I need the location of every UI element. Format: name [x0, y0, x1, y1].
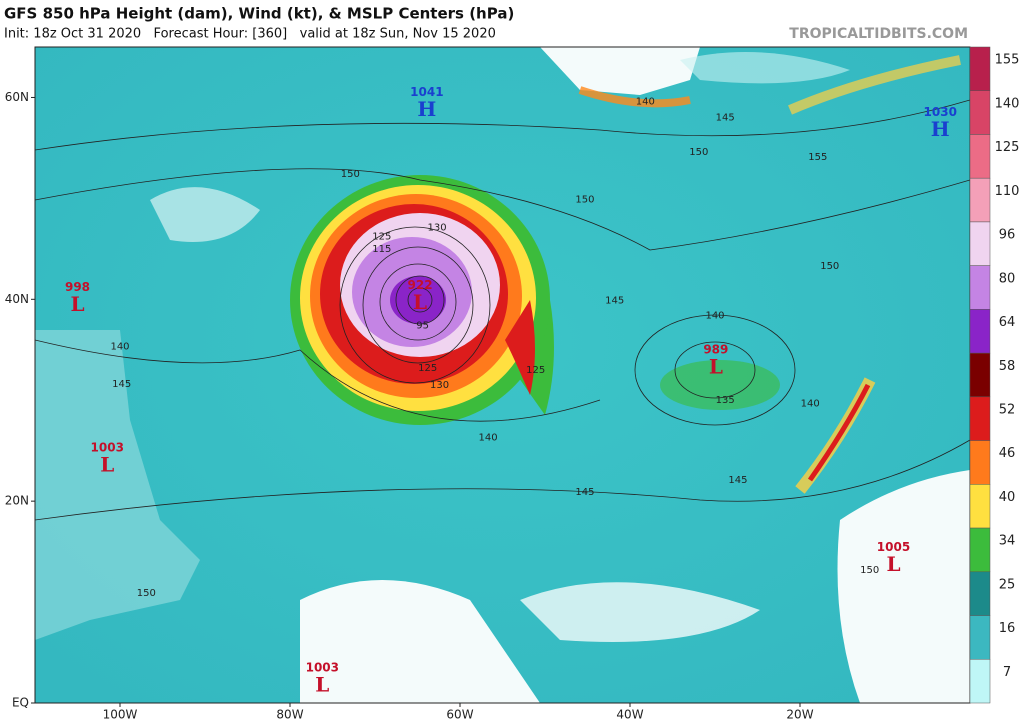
lat-label: 60N [5, 90, 29, 104]
colorbar-cell [969, 134, 991, 179]
center-letter: L [886, 552, 900, 576]
center-letter: L [100, 452, 114, 476]
colorbar-cell [969, 659, 991, 704]
center-letter: H [417, 97, 436, 121]
colorbar-label: 64 [999, 315, 1016, 330]
center-pressure: 1003 [91, 440, 124, 454]
colorbar-label: 7 [1003, 665, 1011, 680]
contour-label: 145 [716, 113, 735, 124]
colorbar-cell [969, 46, 991, 91]
lon-label: 40W [616, 708, 643, 722]
colorbar-label: 34 [999, 534, 1016, 549]
contour-label: 115 [372, 244, 391, 255]
colorbar-label: 52 [999, 402, 1016, 417]
colorbar-label: 58 [999, 359, 1016, 374]
contour-label: 140 [110, 342, 129, 353]
lon-label: 60W [446, 708, 473, 722]
center-letter: H [931, 117, 950, 141]
lon-label: 100W [103, 708, 138, 722]
contour-label: 150 [575, 194, 594, 205]
contour-label: 155 [808, 152, 827, 163]
contour-label: 145 [575, 487, 594, 498]
center-pressure: 1003 [306, 660, 339, 674]
contour-label: 150 [820, 261, 839, 272]
contour-label: 130 [428, 223, 447, 234]
center-pressure: 1030 [924, 105, 957, 119]
center-pressure: 989 [703, 342, 728, 356]
contour-label: 130 [430, 380, 449, 391]
contour-label: 125 [526, 365, 545, 376]
contour-label: 125 [418, 363, 437, 374]
contour-label: 145 [112, 379, 131, 390]
colorbar-cell [969, 265, 991, 310]
contour-label: 150 [341, 169, 360, 180]
colorbar-cell [969, 352, 991, 398]
colorbar-label: 155 [995, 53, 1020, 68]
colorbar-cell [969, 221, 991, 266]
site-name: TROPICALTIDBITS.COM [789, 26, 968, 42]
contour-label: 150 [137, 588, 156, 599]
colorbar-cell [969, 527, 991, 573]
colorbar-cell [969, 309, 991, 354]
colorbar-cell [969, 177, 991, 223]
contour-label: 140 [705, 310, 724, 321]
center-pressure: 998 [65, 280, 90, 294]
colorbar-label: 46 [999, 446, 1016, 461]
contour-label: 135 [716, 395, 735, 406]
contour-label: 145 [605, 295, 624, 306]
lon-label: 20W [786, 708, 813, 722]
contour-label: 145 [728, 475, 747, 486]
lat-label: 40N [5, 292, 29, 306]
contour-label: 150 [860, 565, 879, 576]
map-field [35, 47, 970, 703]
center-letter: L [709, 354, 723, 378]
subtitle: Init: 18z Oct 31 2020 Forecast Hour: [36… [4, 27, 496, 42]
title: GFS 850 hPa Height (dam), Wind (kt), & M… [4, 5, 514, 23]
center-letter: L [315, 672, 329, 696]
center-pressure: 1005 [877, 540, 910, 554]
colorbar-label: 110 [995, 184, 1020, 199]
colorbar-label: 16 [999, 621, 1016, 636]
contour-label: 140 [636, 96, 655, 107]
colorbar-label: 25 [999, 577, 1016, 592]
contour-label: 150 [689, 147, 708, 158]
center-letter: L [70, 292, 84, 316]
center-letter: L [413, 290, 427, 314]
lon-label: 80W [276, 708, 303, 722]
center-pressure: 1041 [410, 85, 443, 99]
colorbar-cell [969, 90, 991, 135]
colorbar-label: 125 [995, 140, 1020, 155]
contour-label: 125 [372, 232, 391, 243]
lat-label: 20N [5, 494, 29, 508]
colorbar-cell [969, 484, 991, 529]
colorbar-label: 40 [999, 490, 1016, 505]
lat-label: EQ [12, 696, 29, 710]
colorbar-label: 80 [999, 271, 1016, 286]
colorbar-label: 140 [995, 96, 1020, 111]
colorbar-label: 96 [999, 228, 1016, 243]
colorbar-cell [969, 571, 991, 616]
contour-label: 95 [416, 321, 429, 332]
contour-label: 140 [479, 433, 498, 444]
colorbar-cell [969, 615, 991, 660]
contour-label: 140 [801, 398, 820, 409]
center-pressure: 922 [408, 278, 433, 292]
colorbar-cell [969, 440, 991, 485]
overlay: 60N 40N 20N EQ 100W 80W 60W 40W 20W 140 145 150 155 1… [5, 85, 957, 721]
colorbar-cell [969, 396, 991, 441]
